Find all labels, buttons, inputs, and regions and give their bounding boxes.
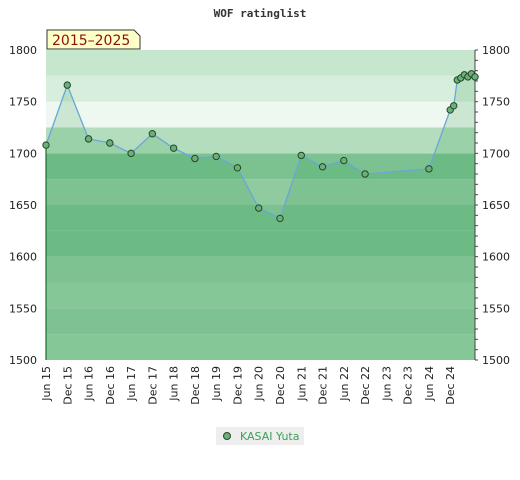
data-point xyxy=(276,214,284,223)
legend-label: KASAI Yuta xyxy=(240,430,299,443)
data-point xyxy=(425,165,433,173)
y-tick-label-right: 1550 xyxy=(482,302,510,315)
x-tick-label: Jun 17 xyxy=(125,366,138,402)
y-tick-label-right: 1650 xyxy=(482,199,510,212)
y-axis-left: 1500 1550 1600 1650 1700 1750 1800 xyxy=(9,44,37,367)
x-tick-label: Jun 21 xyxy=(295,366,308,402)
data-point xyxy=(255,204,263,212)
data-point xyxy=(297,151,305,160)
data-point xyxy=(191,154,199,163)
data-point xyxy=(148,130,157,138)
band xyxy=(46,75,475,102)
x-tick-label: Jun 19 xyxy=(210,366,223,402)
y-tick-label-right: 1800 xyxy=(482,44,510,57)
y-axis-right: 1500 1550 1600 1650 1700 1750 1800 xyxy=(475,44,510,367)
x-tick-label: Dec 24 xyxy=(444,366,457,405)
y-tick-label-left: 1700 xyxy=(9,147,37,160)
data-point xyxy=(471,73,479,81)
data-points xyxy=(42,70,479,223)
band xyxy=(46,153,475,180)
data-point xyxy=(127,149,135,158)
x-tick-label: Dec 19 xyxy=(231,366,244,405)
x-tick-label: Jun 22 xyxy=(338,366,351,402)
y-tick-label-left: 1550 xyxy=(9,302,37,315)
y-tick-label-left: 1500 xyxy=(9,354,37,367)
legend: KASAI Yuta xyxy=(216,427,304,445)
band xyxy=(46,282,475,309)
x-tick-label: Jun 16 xyxy=(83,366,96,402)
x-tick-label: Jun 24 xyxy=(423,366,436,402)
y-tick-label-left: 1600 xyxy=(9,251,37,264)
x-tick-label: Dec 17 xyxy=(146,366,159,405)
band xyxy=(46,50,475,76)
y-tick-label-left: 1650 xyxy=(9,199,37,212)
data-point xyxy=(106,139,114,147)
band xyxy=(46,127,475,154)
period-badge-box xyxy=(46,29,141,50)
x-tick-label: Dec 20 xyxy=(274,366,287,405)
band xyxy=(46,101,475,128)
data-point xyxy=(318,163,327,171)
x-tick-label: Dec 22 xyxy=(359,366,372,405)
data-point xyxy=(169,144,178,152)
data-point xyxy=(340,156,348,165)
x-tick-label: Jun 15 xyxy=(40,366,53,402)
band xyxy=(46,256,475,283)
y-tick-label-right: 1500 xyxy=(482,354,510,367)
y-tick-label-left: 1800 xyxy=(9,44,37,57)
legend-marker xyxy=(223,432,231,440)
period-badge: 2015–2025 xyxy=(46,29,141,50)
x-tick-label: Dec 21 xyxy=(317,366,330,405)
x-tick-label: Dec 23 xyxy=(402,366,415,405)
x-axis: Jun 15 Dec 15 Jun 16 Dec 16 Jun 17 Dec 17 Jun … xyxy=(40,366,457,405)
period-label: 2015–2025 xyxy=(52,33,130,49)
series-area xyxy=(46,73,475,361)
legend-box xyxy=(216,427,304,445)
data-point xyxy=(84,135,93,143)
y-tick-label-right: 1700 xyxy=(482,147,510,160)
x-tick-label: Dec 18 xyxy=(189,366,202,405)
data-point xyxy=(233,164,242,172)
x-tick-label: Jun 18 xyxy=(168,366,181,402)
band xyxy=(46,308,475,335)
data-point xyxy=(212,152,220,161)
data-point xyxy=(42,141,50,149)
y-tick-label-right: 1600 xyxy=(482,251,510,264)
x-tick-label: Dec 16 xyxy=(104,366,117,405)
x-tick-label: Jun 23 xyxy=(380,366,393,402)
y-tick-label-right: 1750 xyxy=(482,96,510,109)
band xyxy=(46,230,475,257)
chart-title: WOF ratinglist xyxy=(214,7,307,20)
background-bands xyxy=(46,50,475,360)
band xyxy=(46,334,475,360)
x-tick-label: Jun 20 xyxy=(253,366,266,402)
data-point xyxy=(450,102,458,110)
data-point xyxy=(63,81,71,89)
y-tick-label-left: 1750 xyxy=(9,96,37,109)
x-tick-label: Dec 15 xyxy=(61,366,74,405)
band xyxy=(46,179,475,205)
data-point xyxy=(361,170,369,178)
